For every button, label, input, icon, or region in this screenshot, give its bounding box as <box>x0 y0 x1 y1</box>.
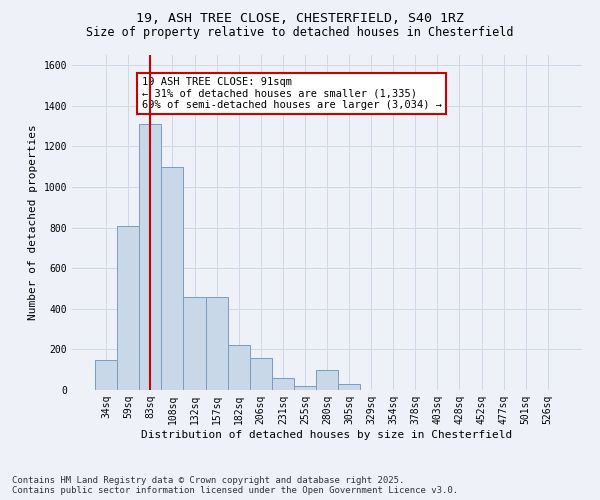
Bar <box>294 386 316 390</box>
Text: Contains HM Land Registry data © Crown copyright and database right 2025.
Contai: Contains HM Land Registry data © Crown c… <box>12 476 458 495</box>
Bar <box>139 124 161 390</box>
Bar <box>227 346 250 390</box>
Y-axis label: Number of detached properties: Number of detached properties <box>28 124 38 320</box>
Bar <box>316 370 338 390</box>
Bar <box>161 166 184 390</box>
Bar <box>117 226 139 390</box>
Text: 19 ASH TREE CLOSE: 91sqm
← 31% of detached houses are smaller (1,335)
69% of sem: 19 ASH TREE CLOSE: 91sqm ← 31% of detach… <box>142 77 442 110</box>
Bar <box>272 378 294 390</box>
Bar <box>95 360 117 390</box>
Bar <box>338 384 360 390</box>
Bar <box>184 296 206 390</box>
Bar <box>250 358 272 390</box>
Text: Size of property relative to detached houses in Chesterfield: Size of property relative to detached ho… <box>86 26 514 39</box>
X-axis label: Distribution of detached houses by size in Chesterfield: Distribution of detached houses by size … <box>142 430 512 440</box>
Text: 19, ASH TREE CLOSE, CHESTERFIELD, S40 1RZ: 19, ASH TREE CLOSE, CHESTERFIELD, S40 1R… <box>136 12 464 26</box>
Bar <box>206 296 227 390</box>
